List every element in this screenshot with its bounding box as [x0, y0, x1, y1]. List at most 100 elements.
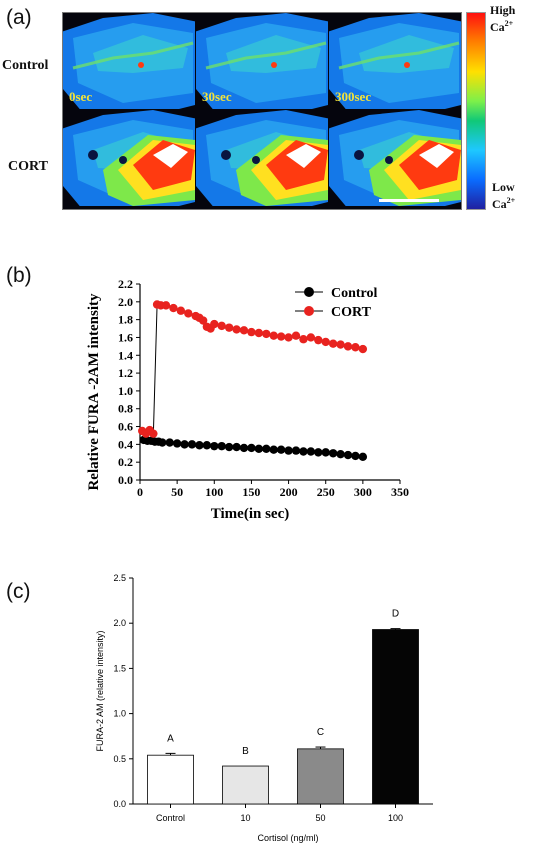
y-axis-title: Relative FURA -2AM intensity: [86, 293, 102, 491]
y-tick-label: 0.0: [113, 799, 126, 809]
calcium-colorbar: [466, 12, 486, 210]
legend-marker-cort: [304, 306, 314, 316]
data-point-control: [172, 439, 182, 448]
data-point-cort: [184, 309, 193, 318]
cell-ridge: [338, 41, 460, 70]
y-tick-label: 0.5: [113, 754, 126, 764]
y-tick-label: 2.5: [113, 573, 126, 583]
data-point-control: [254, 444, 264, 454]
control-image-300sec: 300sec: [329, 13, 461, 109]
data-point-cort: [269, 331, 278, 340]
y-tick-label: 2.0: [118, 295, 133, 309]
y-tick-label: 2.0: [113, 618, 126, 628]
data-point-cort: [169, 303, 178, 313]
data-point-cort: [210, 319, 219, 329]
data-point-control: [158, 438, 167, 447]
y-tick-label: 0.6: [118, 420, 133, 434]
data-point-control: [351, 451, 360, 461]
time-label-0sec: 0sec: [69, 89, 93, 104]
y-tick-label: 1.8: [118, 313, 133, 327]
legend-label-control: Control: [331, 286, 378, 301]
cort-image-30sec: [196, 110, 328, 206]
y-tick-label: 1.0: [118, 384, 133, 398]
data-point-control: [328, 449, 338, 458]
time-label-300sec: 300sec: [335, 89, 372, 104]
y-axis-title: FURA-2 AM (relative intensity): [95, 630, 105, 751]
hot-white: [286, 144, 321, 168]
data-point-cort: [161, 301, 171, 310]
data-point-control: [224, 442, 234, 452]
data-point-control: [314, 448, 323, 457]
data-point-control: [336, 449, 345, 459]
bar-100: [372, 629, 419, 805]
x-tick-label: 10: [240, 813, 250, 823]
x-tick-label: 50: [171, 485, 183, 499]
data-point-control: [247, 443, 256, 453]
data-point-cort: [149, 429, 158, 438]
x-axis-title: Time(in sec): [211, 506, 289, 522]
hot-spot: [404, 62, 410, 68]
data-point-cort: [336, 340, 345, 349]
y-tick-label: 2.2: [118, 277, 133, 291]
legend-label-cort: CORT: [331, 305, 372, 320]
colorbar-high-label: High Ca2+: [490, 3, 516, 34]
data-point-control: [165, 438, 174, 447]
data-point-cort: [328, 339, 338, 348]
x-tick-label: Control: [156, 813, 185, 823]
data-point-cort: [232, 325, 241, 334]
data-point-control: [284, 446, 293, 455]
data-point-cort: [358, 344, 368, 354]
data-point-control: [276, 445, 286, 454]
data-point-control: [239, 443, 249, 453]
cort-image-300sec: [329, 110, 461, 206]
nucleus-dark: [354, 150, 364, 160]
panel-a-letter: (a): [6, 6, 32, 29]
x-tick-label: 350: [391, 485, 409, 499]
control-image-30sec: 30sec: [196, 13, 328, 109]
y-tick-label: 1.2: [118, 366, 133, 380]
data-point-cort: [314, 335, 323, 345]
data-point-cort: [306, 333, 316, 342]
y-tick-label: 1.6: [118, 330, 133, 344]
data-point-cort: [217, 321, 226, 331]
data-point-cort: [321, 337, 330, 347]
cell-ctrl-1: [196, 13, 328, 109]
data-point-cort: [239, 326, 249, 335]
y-tick-label: 0.2: [118, 455, 133, 469]
data-point-control: [269, 445, 278, 454]
colorbar-low-label: Low Ca2+: [492, 180, 516, 211]
control-image-0sec: 0sec: [63, 13, 195, 109]
data-point-cort: [351, 343, 360, 352]
y-tick-label: 1.0: [113, 709, 126, 719]
x-tick-label: 50: [315, 813, 325, 823]
data-point-cort: [224, 323, 234, 332]
significance-letter: A: [167, 733, 174, 744]
data-point-cort: [254, 328, 264, 338]
x-tick-label: 250: [317, 485, 335, 499]
hot-white: [153, 144, 188, 168]
hot-spot: [138, 62, 144, 68]
significance-letter: D: [392, 609, 399, 620]
cell-ridge: [205, 41, 327, 70]
y-tick-label: 0.0: [118, 473, 133, 487]
series-line-cort: [141, 303, 363, 435]
x-tick-label: 300: [354, 485, 372, 499]
data-point-control: [299, 447, 308, 456]
data-point-control: [232, 442, 241, 452]
data-point-control: [202, 441, 212, 450]
x-tick-label: 0: [137, 485, 143, 499]
significance-letter: B: [242, 746, 249, 757]
data-point-control: [291, 446, 301, 455]
data-point-control: [217, 441, 226, 451]
y-tick-label: 0.8: [118, 402, 133, 416]
cell-cort-1: [196, 110, 328, 206]
data-point-cort: [299, 335, 308, 344]
nucleus-dark: [119, 156, 127, 164]
x-tick-label: 150: [242, 485, 260, 499]
y-tick-label: 0.4: [118, 437, 133, 451]
data-point-cort: [176, 306, 186, 315]
data-point-cort: [343, 342, 353, 351]
x-axis-title: Cortisol (ng/ml): [257, 833, 318, 843]
line-chart-fura: 0.0 0.2 0.4 0.6 0.8 1.0 1.2 1.4 1.6 1.8 2.0 2.2 0 50 1…: [86, 277, 409, 522]
nucleus-dark: [88, 150, 98, 160]
